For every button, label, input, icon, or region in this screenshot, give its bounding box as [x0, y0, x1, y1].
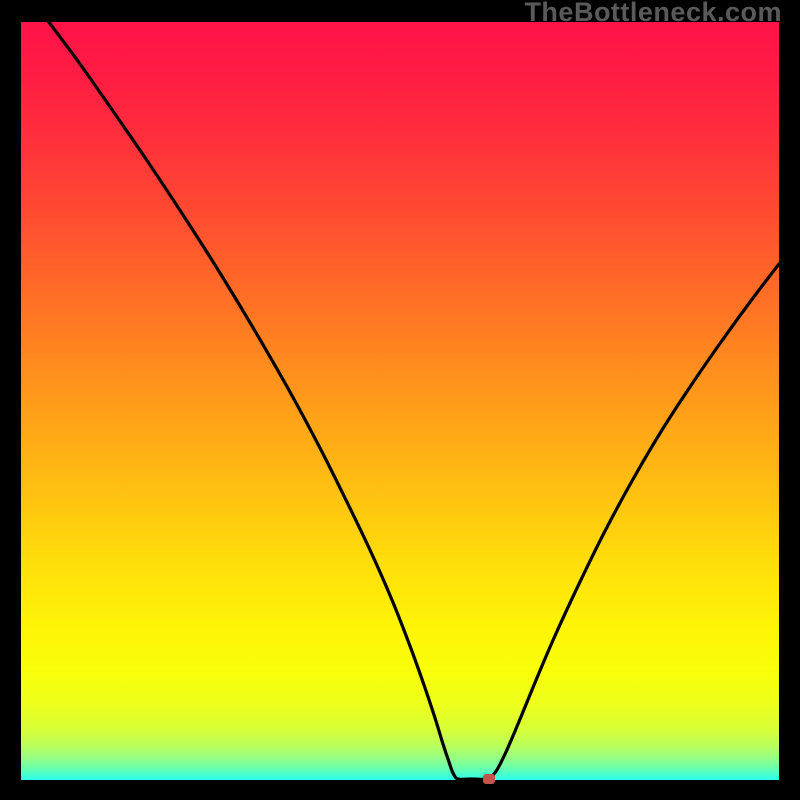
- chart-container: TheBottleneck.com: [0, 0, 800, 800]
- optimum-marker: [483, 774, 495, 784]
- watermark-text: TheBottleneck.com: [524, 0, 782, 28]
- gradient-plot-area: [21, 22, 779, 780]
